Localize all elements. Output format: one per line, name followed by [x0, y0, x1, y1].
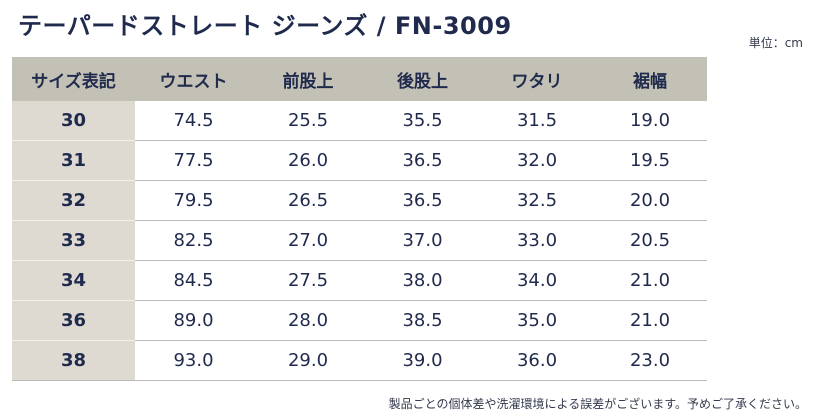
- column-header-hem-width: 裾幅: [593, 57, 707, 101]
- column-header-waist: ウエスト: [135, 57, 252, 101]
- column-header-thigh: ワタリ: [481, 57, 593, 101]
- unit-label: 単位：cm: [748, 36, 803, 50]
- thigh-cell: 31.5: [481, 101, 593, 141]
- hem-width-cell: 20.0: [593, 180, 707, 221]
- size-cell: 31: [12, 140, 135, 181]
- front-rise-cell: 26.5: [252, 180, 364, 221]
- size-cell: 33: [12, 220, 135, 261]
- table-body: 30 74.5 25.5 35.5 31.5 19.0 31 77.5 26.0 36.5 32.0…: [12, 101, 707, 381]
- front-rise-cell: 27.5: [252, 260, 364, 301]
- hem-width-cell: 19.0: [593, 101, 707, 141]
- thigh-cell: 34.0: [481, 260, 593, 301]
- thigh-cell: 36.0: [481, 340, 593, 381]
- table-row: 34 84.5 27.5 38.0 34.0 21.0: [12, 260, 707, 301]
- thigh-cell: 32.0: [481, 140, 593, 181]
- waist-cell: 79.5: [135, 180, 252, 221]
- size-cell: 34: [12, 260, 135, 301]
- front-rise-cell: 28.0: [252, 300, 364, 341]
- size-cell: 30: [12, 101, 135, 141]
- table-row: 36 89.0 28.0 38.5 35.0 21.0: [12, 300, 707, 341]
- front-rise-cell: 26.0: [252, 140, 364, 181]
- size-cell: 38: [12, 340, 135, 381]
- table-row: 33 82.5 27.0 37.0 33.0 20.5: [12, 220, 707, 261]
- size-cell: 36: [12, 300, 135, 341]
- thigh-cell: 32.5: [481, 180, 593, 221]
- hem-width-cell: 23.0: [593, 340, 707, 381]
- waist-cell: 74.5: [135, 101, 252, 141]
- back-rise-cell: 36.5: [364, 180, 481, 221]
- column-header-back-rise: 後股上: [364, 57, 481, 101]
- waist-cell: 93.0: [135, 340, 252, 381]
- front-rise-cell: 27.0: [252, 220, 364, 261]
- back-rise-cell: 36.5: [364, 140, 481, 181]
- thigh-cell: 35.0: [481, 300, 593, 341]
- table-header-row: サイズ表記 ウエスト 前股上 後股上 ワタリ 裾幅: [12, 57, 707, 101]
- waist-cell: 89.0: [135, 300, 252, 341]
- back-rise-cell: 38.0: [364, 260, 481, 301]
- hem-width-cell: 21.0: [593, 260, 707, 301]
- back-rise-cell: 39.0: [364, 340, 481, 381]
- back-rise-cell: 37.0: [364, 220, 481, 261]
- table-row: 31 77.5 26.0 36.5 32.0 19.5: [12, 140, 707, 181]
- hem-width-cell: 21.0: [593, 300, 707, 341]
- table-row: 38 93.0 29.0 39.0 36.0 23.0: [12, 340, 707, 381]
- table-row: 32 79.5 26.5 36.5 32.5 20.0: [12, 180, 707, 221]
- column-header-front-rise: 前股上: [252, 57, 364, 101]
- size-cell: 32: [12, 180, 135, 221]
- column-header-size: サイズ表記: [12, 57, 135, 101]
- waist-cell: 82.5: [135, 220, 252, 261]
- back-rise-cell: 35.5: [364, 101, 481, 141]
- size-table: サイズ表記 ウエスト 前股上 後股上 ワタリ 裾幅 30 74.5 25.5 35.5…: [12, 57, 707, 381]
- thigh-cell: 33.0: [481, 220, 593, 261]
- waist-cell: 77.5: [135, 140, 252, 181]
- disclaimer-note: 製品ごとの個体差や洗濯環境による誤差がございます。予めご了承ください。: [388, 397, 807, 411]
- page-title: テーパードストレート ジーンズ / FN-3009: [18, 12, 512, 40]
- front-rise-cell: 25.5: [252, 101, 364, 141]
- hem-width-cell: 20.5: [593, 220, 707, 261]
- waist-cell: 84.5: [135, 260, 252, 301]
- table-row: 30 74.5 25.5 35.5 31.5 19.0: [12, 101, 707, 141]
- front-rise-cell: 29.0: [252, 340, 364, 381]
- back-rise-cell: 38.5: [364, 300, 481, 341]
- hem-width-cell: 19.5: [593, 140, 707, 181]
